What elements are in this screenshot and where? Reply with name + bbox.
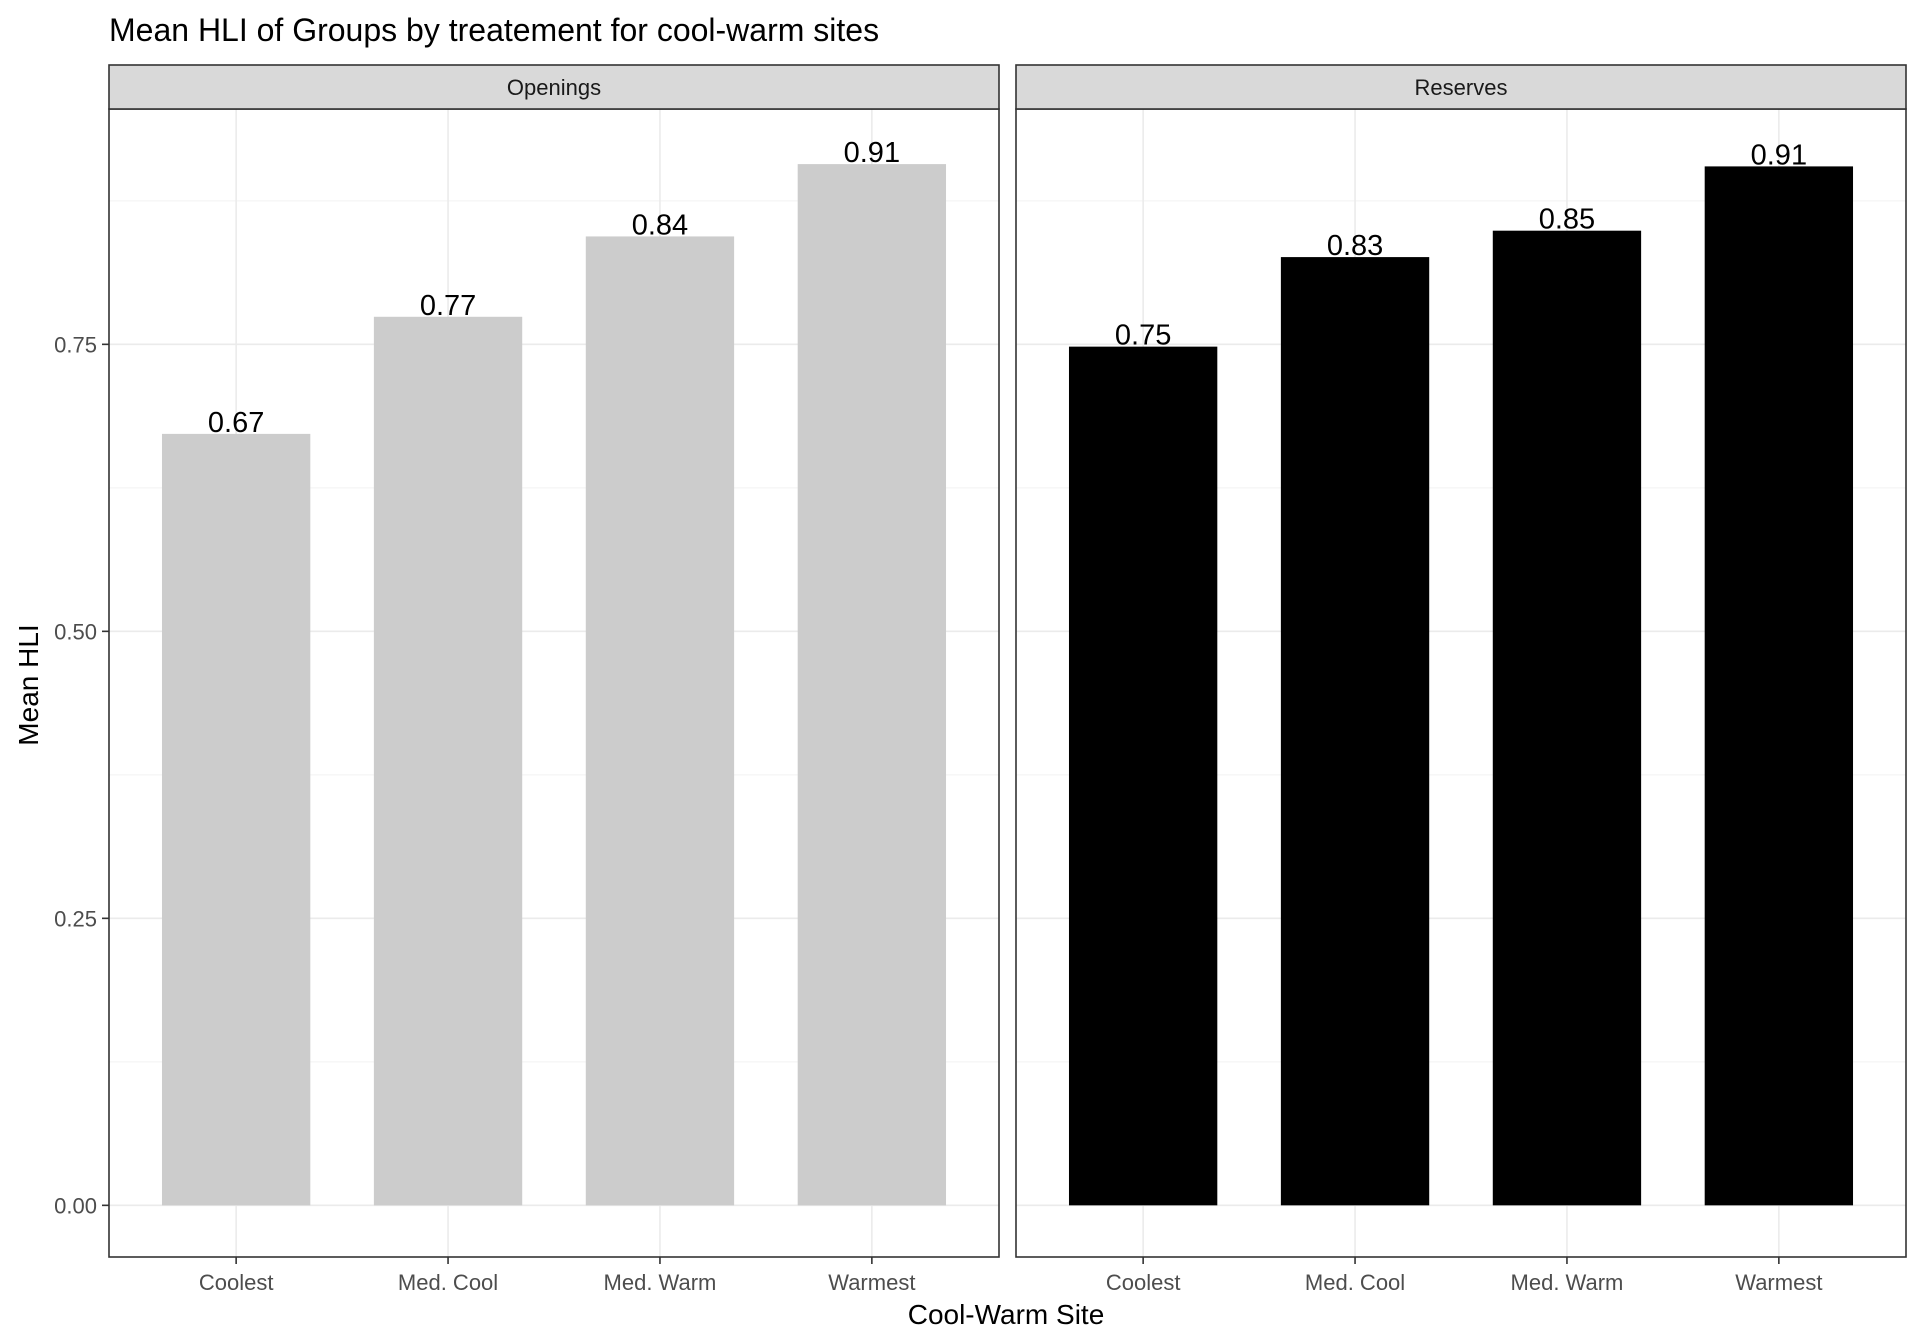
bar-value-label: 0.75 bbox=[1115, 320, 1171, 352]
bar-value-label: 0.67 bbox=[208, 407, 264, 439]
y-tick-label: 0.00 bbox=[54, 1193, 97, 1218]
bar-openings-1 bbox=[373, 316, 523, 1206]
bar-reserves-3 bbox=[1704, 166, 1854, 1206]
facet-strip-label: Openings bbox=[507, 75, 601, 100]
y-tick-label: 0.50 bbox=[54, 619, 97, 644]
bar-value-label: 0.83 bbox=[1327, 230, 1383, 262]
y-axis-title: Mean HLI bbox=[13, 624, 44, 745]
facet-panels: 0.67 0.77 0.84 0.91 Openings Coolest Med. Cool… bbox=[54, 64, 1907, 1295]
x-tick-label: Med. Cool bbox=[1305, 1270, 1405, 1295]
x-tick-label: Coolest bbox=[199, 1270, 274, 1295]
facet-panel-1: 0.75 0.83 0.85 0.91 Reserves Coolest Med. Cool… bbox=[1015, 64, 1907, 1295]
bar-openings-2 bbox=[585, 236, 735, 1206]
y-tick-label: 0.25 bbox=[54, 906, 97, 931]
x-tick-label: Med. Warm bbox=[1511, 1270, 1624, 1295]
bar-value-label: 0.77 bbox=[420, 290, 476, 322]
bar-value-label: 0.84 bbox=[632, 209, 688, 241]
bar-value-label: 0.91 bbox=[844, 137, 900, 169]
x-tick-label: Med. Warm bbox=[604, 1270, 717, 1295]
bar-value-label: 0.91 bbox=[1751, 139, 1807, 171]
facet-panel-0: 0.67 0.77 0.84 0.91 Openings Coolest Med. Cool… bbox=[108, 64, 1000, 1295]
y-tick-label: 0.75 bbox=[54, 332, 97, 357]
bar-reserves-0 bbox=[1068, 346, 1218, 1206]
bar-openings-3 bbox=[797, 164, 947, 1206]
facet-strip bbox=[1015, 64, 1907, 110]
chart-title: Mean HLI of Groups by treatement for coo… bbox=[109, 12, 879, 48]
facet-strip-label: Reserves bbox=[1415, 75, 1508, 100]
x-tick-label: Coolest bbox=[1106, 1270, 1181, 1295]
x-tick-label: Med. Cool bbox=[398, 1270, 498, 1295]
bar-reserves-1 bbox=[1280, 257, 1430, 1206]
x-tick-label: Warmest bbox=[1735, 1270, 1822, 1295]
x-axis-title: Cool-Warm Site bbox=[908, 1299, 1105, 1330]
bar-value-label: 0.85 bbox=[1539, 204, 1595, 236]
x-tick-label: Warmest bbox=[828, 1270, 915, 1295]
bar-reserves-2 bbox=[1492, 230, 1642, 1206]
bar-openings-0 bbox=[161, 433, 311, 1206]
facet-strip bbox=[108, 64, 1000, 110]
